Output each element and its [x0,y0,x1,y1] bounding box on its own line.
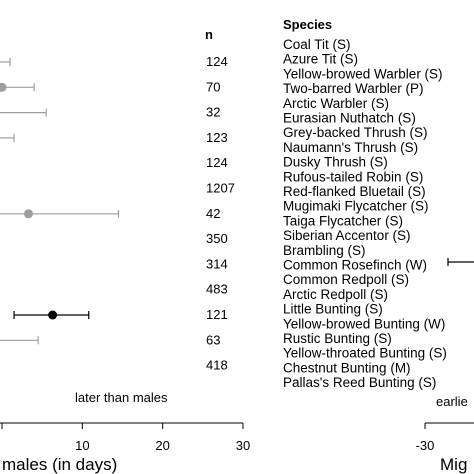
x-axis-label: males (in days) [2,455,117,474]
n-value: 70 [206,79,220,94]
n-value: 350 [206,231,228,246]
n-value: 314 [206,256,228,271]
mean-point [48,310,58,320]
left-panel: 10 20 30 males (in days) later than males [0,58,250,474]
n-value: 42 [206,206,220,221]
species-label: Naumann's Thrush (S) [283,140,418,155]
species-labels: Coal Tit (S)Azure Tit (S)Yellow-browed W… [283,37,447,390]
n-value: 418 [206,358,228,373]
species-label: Pallas's Reed Bunting (S) [283,375,436,390]
species-label: Eurasian Nuthatch (S) [283,111,416,126]
annotation-earlier-partial: earlie [436,394,468,409]
species-label: Coal Tit (S) [283,37,351,52]
species-label: Yellow-throated Bunting (S) [283,346,447,361]
species-label: Yellow-browed Bunting (W) [283,316,445,331]
species-label: Dusky Thrush (S) [283,155,388,170]
species-label: Common Redpoll (S) [283,272,409,287]
error-bar-group [0,58,120,345]
species-label: Rufous-tailed Robin (S) [283,169,423,184]
annotation-later-than-males: later than males [75,390,168,405]
x-tick-label: 20 [155,438,169,453]
species-label: Chestnut Bunting (M) [283,360,411,375]
species-label: Siberian Accentor (S) [283,228,411,243]
x-tick-label: 30 [236,438,250,453]
species-label: Azure Tit (S) [283,52,358,67]
n-value: 124 [206,54,228,69]
species-label: Taiga Flycatcher (S) [283,213,403,228]
species-label: Grey-backed Thrush (S) [283,125,428,140]
species-label: Arctic Warbler (S) [283,96,389,111]
species-header: Species [283,17,332,32]
species-label: Two-barred Warbler (P) [283,81,424,96]
species-label: Red-flanked Bluetail (S) [283,184,426,199]
right-x-tick-label: -30 [416,438,435,453]
n-column: n 124 70 32 123 124 1207 42 350 314 483 121 63 418 [205,27,235,373]
n-values: 124 70 32 123 124 1207 42 350 314 483 121 63 418 [206,54,235,373]
species-column: Species Coal Tit (S)Azure Tit (S)Yellow-… [283,17,447,390]
species-label: Little Bunting (S) [283,302,383,317]
right-panel: -30 Mig earlie [416,258,474,474]
x-tick-label: 10 [75,438,89,453]
n-value: 121 [206,307,228,322]
n-value: 483 [206,282,228,297]
x-tick-group: 10 20 30 [1,423,250,453]
mean-point [0,82,7,92]
species-label: Mugimaki Flycatcher (S) [283,199,429,214]
n-value: 123 [206,130,228,145]
species-label: Brambling (S) [283,243,366,258]
right-x-axis-label: Mig [440,455,467,474]
n-header: n [205,27,213,42]
n-value: 32 [206,105,220,120]
mean-point [24,209,34,219]
n-value: 124 [206,155,228,170]
species-label: Common Rosefinch (W) [283,258,427,273]
species-label: Arctic Redpoll (S) [283,287,388,302]
species-label: Rustic Bunting (S) [283,331,392,346]
species-label: Yellow-browed Warbler (S) [283,66,443,81]
n-value: 1207 [206,181,235,196]
n-value: 63 [206,332,220,347]
